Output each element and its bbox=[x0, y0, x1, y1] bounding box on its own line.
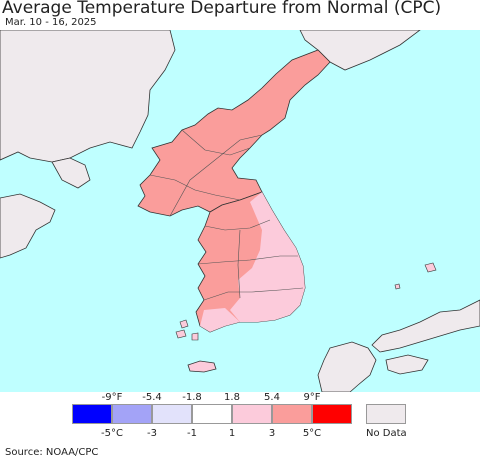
province-borders bbox=[149, 129, 304, 301]
date-range: Mar. 10 - 16, 2025 bbox=[5, 17, 97, 28]
legend-swatch bbox=[192, 404, 232, 424]
liaodong-coast bbox=[51, 157, 91, 189]
legend-tick-c: -1 bbox=[187, 428, 197, 439]
legend-tick-c: 1 bbox=[228, 428, 236, 439]
map-svg bbox=[0, 30, 480, 392]
legend-tick-f: -9°F bbox=[101, 392, 123, 403]
legend-no-data-swatch bbox=[366, 404, 406, 424]
legend-tick-c: 3 bbox=[268, 428, 276, 439]
legend-tick-c: -5°C bbox=[101, 428, 123, 439]
china-landmass bbox=[0, 30, 176, 163]
legend-tick-f: 1.8 bbox=[224, 392, 240, 403]
legend-swatch bbox=[152, 404, 192, 424]
legend-tick-c: 5°C bbox=[302, 428, 322, 439]
small-islands bbox=[175, 262, 437, 341]
legend-swatch bbox=[272, 404, 312, 424]
japan-honshu bbox=[371, 299, 480, 353]
legend-no-data-label: No Data bbox=[366, 428, 407, 439]
legend-tick-f: -5.4 bbox=[142, 392, 162, 403]
russia-landmass bbox=[299, 30, 421, 71]
legend-swatch bbox=[112, 404, 152, 424]
legend-tick-f: -1.8 bbox=[182, 392, 202, 403]
legend-swatch bbox=[312, 404, 352, 424]
legend-tick-f: 5.4 bbox=[264, 392, 280, 403]
legend-tick-c: -3 bbox=[147, 428, 157, 439]
shandong-landmass bbox=[0, 193, 56, 259]
legend-swatch bbox=[232, 404, 272, 424]
south-korea-southcoast bbox=[200, 308, 240, 332]
japan-shikoku bbox=[385, 354, 429, 375]
map-title: Average Temperature Departure from Norma… bbox=[2, 0, 442, 18]
source-credit: Source: NOAA/CPC bbox=[5, 447, 99, 458]
map-area bbox=[0, 30, 480, 392]
north-korea bbox=[137, 49, 331, 217]
jeju-island bbox=[187, 360, 217, 373]
legend-swatch bbox=[72, 404, 112, 424]
japan-kyushu bbox=[317, 341, 377, 392]
legend: -9°F -5.4 -1.8 1.8 5.4 9°F -5°C -3 -1 1 … bbox=[0, 392, 480, 442]
legend-tick-f: 9°F bbox=[303, 392, 321, 403]
